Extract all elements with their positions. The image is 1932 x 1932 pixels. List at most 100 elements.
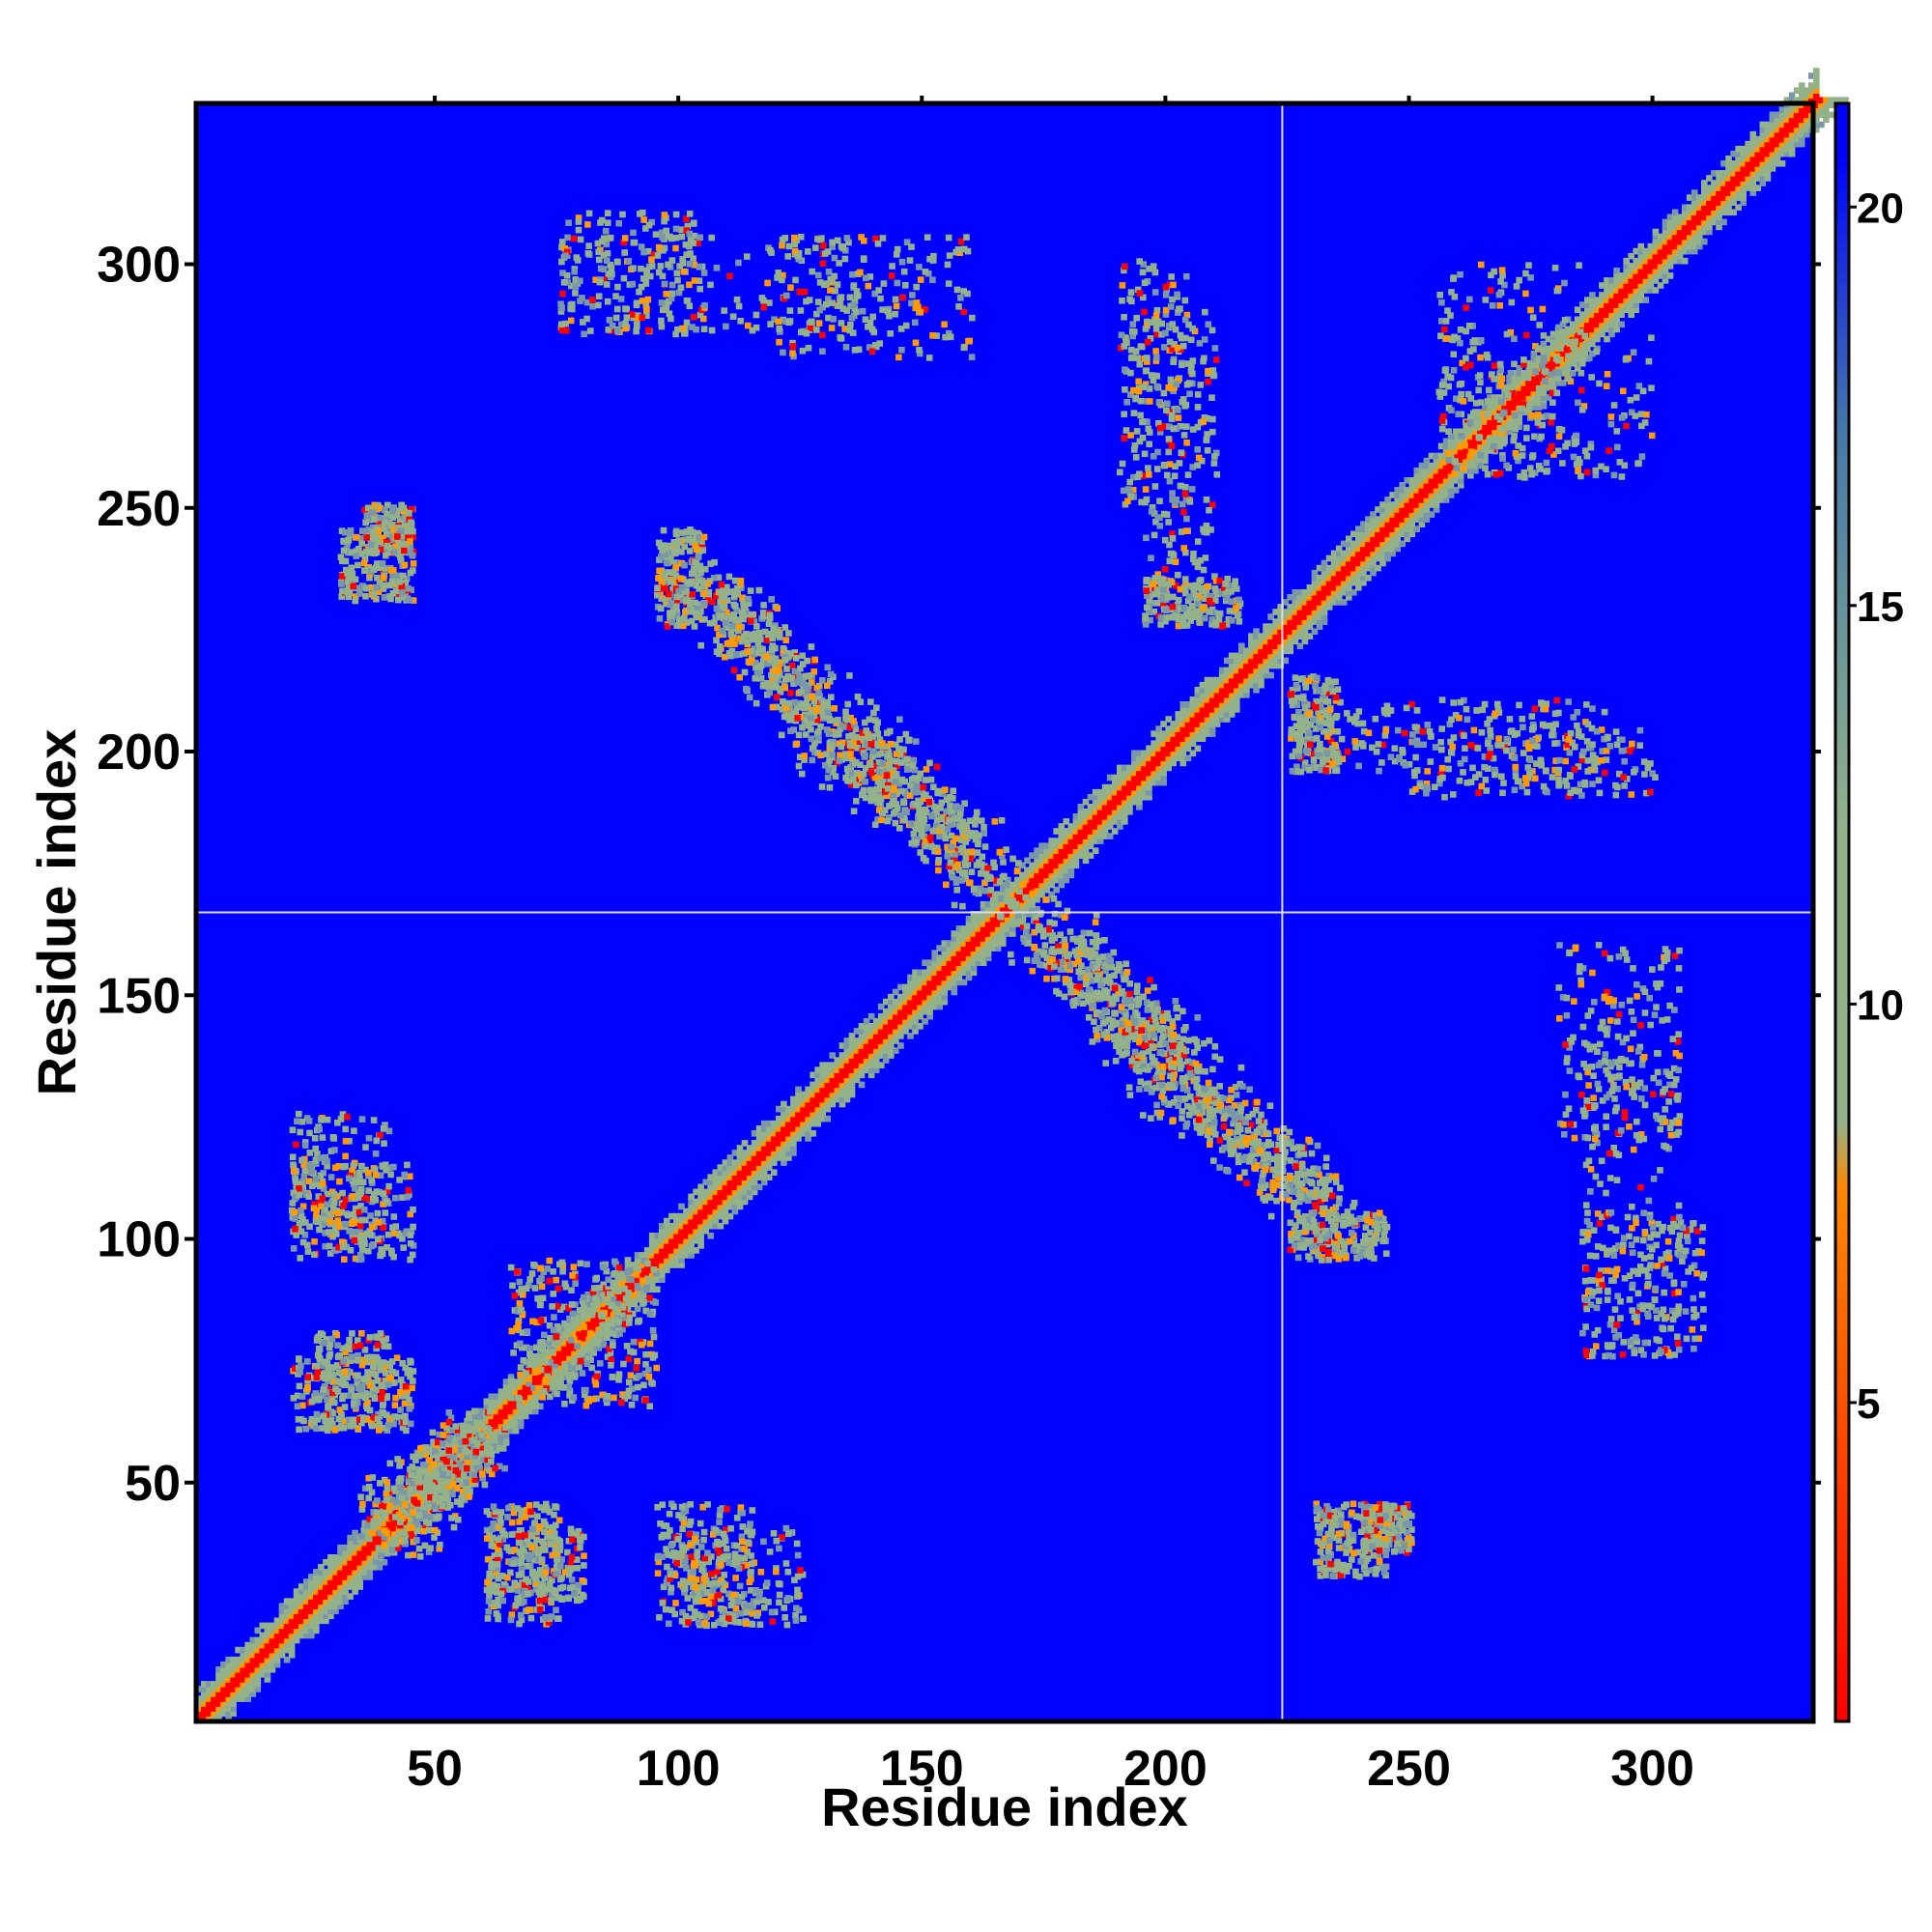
heatmap-cell xyxy=(365,1484,373,1491)
heatmap-cell xyxy=(838,1091,846,1098)
heatmap-cell xyxy=(867,1033,875,1039)
heatmap-cell xyxy=(1179,716,1187,723)
heatmap-cell xyxy=(946,940,953,947)
heatmap-cell xyxy=(1101,818,1109,825)
heatmap-cell xyxy=(922,993,928,1001)
heatmap-cell xyxy=(907,1018,914,1025)
heatmap-cell xyxy=(731,1150,739,1156)
heatmap-cell xyxy=(726,1159,734,1166)
heatmap-cell xyxy=(1234,676,1240,684)
heatmap-cell xyxy=(517,1422,525,1430)
heatmap-cell xyxy=(629,1310,637,1318)
heatmap-cell xyxy=(1208,701,1216,708)
heatmap-cell xyxy=(1184,721,1192,727)
heatmap-cell xyxy=(342,1564,349,1571)
heatmap-cell xyxy=(235,1681,242,1688)
heatmap-cell xyxy=(437,1541,443,1548)
heatmap-cell xyxy=(352,1548,358,1556)
heatmap-cell xyxy=(407,1256,413,1264)
heatmap-cell xyxy=(337,1554,344,1561)
heatmap-cell xyxy=(225,1690,232,1697)
heatmap-cell xyxy=(1082,798,1090,806)
heatmap-cell xyxy=(206,1715,213,1721)
heatmap-cell xyxy=(342,1578,349,1585)
heatmap-cell xyxy=(368,1529,376,1537)
heatmap-cell xyxy=(1136,783,1143,791)
heatmap-cell xyxy=(897,993,904,1001)
heatmap-cell xyxy=(230,1681,237,1688)
heatmap-cell xyxy=(814,1076,821,1084)
heatmap-cell xyxy=(624,1281,632,1288)
heatmap-cell xyxy=(819,1066,826,1073)
heatmap-cell xyxy=(781,1154,787,1161)
heatmap-cell xyxy=(984,930,992,937)
heatmap-cell xyxy=(1058,876,1065,884)
heatmap-cell xyxy=(1184,740,1192,747)
heatmap-cell xyxy=(829,1052,837,1059)
heatmap-cell xyxy=(225,1700,232,1707)
heatmap-cell xyxy=(810,1081,816,1089)
heatmap-cell xyxy=(824,1105,831,1113)
heatmap-cell xyxy=(488,1458,495,1465)
heatmap-cell xyxy=(356,1559,363,1566)
heatmap-cell xyxy=(526,1407,534,1415)
heatmap-cell xyxy=(1204,725,1211,732)
heatmap-cell xyxy=(654,1504,661,1511)
heatmap-cell xyxy=(741,1140,749,1147)
heatmap-cell xyxy=(600,1295,608,1303)
heatmap-cell xyxy=(882,1018,890,1025)
heatmap-cell xyxy=(1019,862,1026,869)
heatmap-cell xyxy=(726,1179,734,1186)
heatmap-cell xyxy=(269,1622,276,1630)
heatmap-cell xyxy=(1213,686,1221,694)
heatmap-cell xyxy=(980,916,987,923)
heatmap-cell xyxy=(722,1198,729,1206)
heatmap-cell xyxy=(254,1641,262,1649)
heatmap-cell xyxy=(634,1262,641,1268)
heatmap-cell xyxy=(400,1244,407,1251)
heatmap-cell xyxy=(877,1023,885,1030)
heatmap-cell xyxy=(1111,788,1119,796)
heatmap-cell xyxy=(435,1457,441,1463)
heatmap-cell xyxy=(1184,711,1192,718)
heatmap-cell xyxy=(552,1350,558,1356)
heatmap-cell xyxy=(1077,852,1085,859)
heatmap-cell xyxy=(790,1105,797,1113)
heatmap-cell xyxy=(225,1676,232,1683)
heatmap-cell xyxy=(337,1588,344,1595)
heatmap-cell xyxy=(595,1315,603,1322)
heatmap-cell xyxy=(1063,852,1070,859)
heatmap-cell xyxy=(394,1456,401,1463)
heatmap-cell xyxy=(522,1403,529,1410)
heatmap-cell xyxy=(293,1622,300,1630)
heatmap-cell xyxy=(722,1159,729,1166)
heatmap-cell xyxy=(917,983,923,991)
heatmap-cell xyxy=(502,1432,510,1439)
heatmap-cell xyxy=(1194,701,1202,708)
heatmap-cell xyxy=(342,1554,349,1561)
heatmap-cell xyxy=(1096,809,1104,815)
heatmap-cell xyxy=(648,1247,656,1254)
heatmap-cell xyxy=(1096,804,1104,810)
heatmap-cell xyxy=(912,1008,919,1015)
heatmap-cell xyxy=(517,1378,525,1385)
heatmap-cell xyxy=(955,940,963,947)
heatmap-cell xyxy=(1087,809,1094,815)
heatmap-cell xyxy=(931,964,938,972)
heatmap-cell xyxy=(215,1710,222,1717)
heatmap-cell xyxy=(347,1559,354,1566)
heatmap-cell xyxy=(1175,725,1182,732)
heatmap-cell xyxy=(308,1603,315,1609)
heatmap-cell xyxy=(375,1545,383,1551)
heatmap-cell xyxy=(1043,847,1050,854)
heatmap-cell xyxy=(955,950,963,956)
heatmap-cell xyxy=(296,1382,303,1390)
heatmap-cell xyxy=(556,1354,563,1361)
heatmap-cell xyxy=(1165,716,1172,723)
heatmap-cell xyxy=(897,1012,904,1020)
heatmap-cell xyxy=(790,1100,797,1108)
heatmap-cell xyxy=(888,1042,895,1049)
heatmap-cell xyxy=(717,1212,724,1220)
heatmap-cell xyxy=(917,979,923,986)
heatmap-cell xyxy=(1048,891,1055,898)
